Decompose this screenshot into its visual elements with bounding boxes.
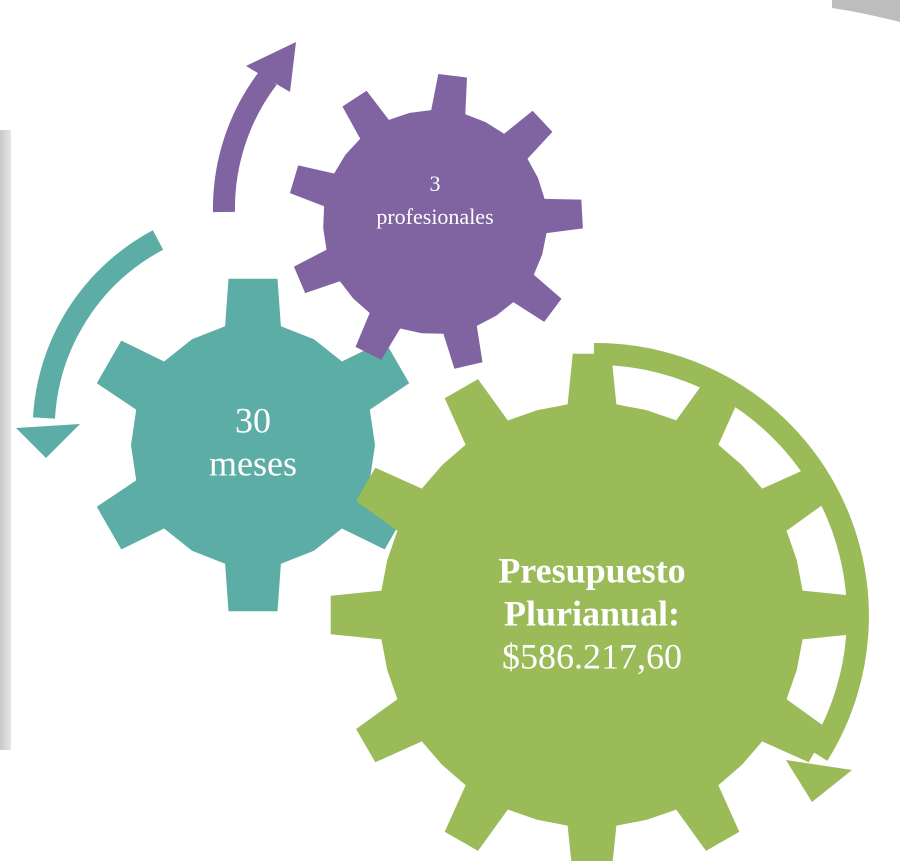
arrow-head xyxy=(16,424,80,458)
arrows xyxy=(16,42,869,802)
arrow xyxy=(593,342,869,761)
arrow-head xyxy=(786,760,852,802)
gear-label: meses xyxy=(209,443,297,483)
gear xyxy=(289,74,583,369)
gear-label: Presupuesto xyxy=(498,550,685,590)
gear xyxy=(330,353,854,861)
arrow-head xyxy=(246,42,296,92)
side-bar xyxy=(0,130,11,750)
gears xyxy=(96,74,854,861)
gear-label: 3 xyxy=(430,171,441,196)
gear-label: $586.217,60 xyxy=(502,636,682,676)
gear xyxy=(96,278,410,612)
arrow xyxy=(212,71,277,213)
corner-shape xyxy=(832,0,900,22)
gear-label: 30 xyxy=(235,400,271,440)
gear-label: Plurianual: xyxy=(504,593,680,633)
gear-label: profesionales xyxy=(376,204,493,229)
arrow xyxy=(33,230,164,419)
